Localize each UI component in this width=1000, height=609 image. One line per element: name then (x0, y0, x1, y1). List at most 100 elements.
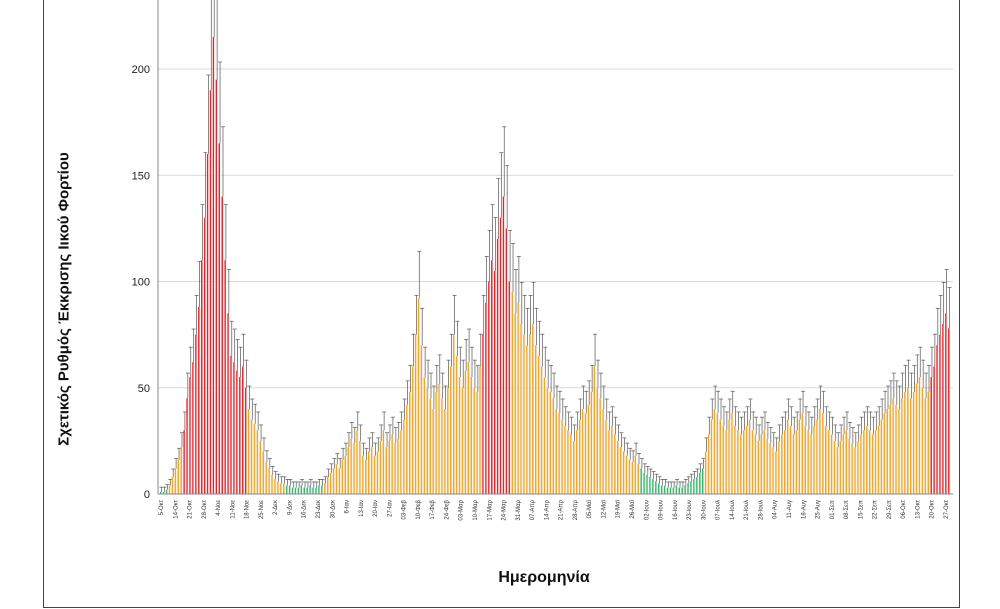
data-bar (889, 381, 893, 494)
data-bar (277, 474, 281, 494)
data-bar (236, 339, 240, 494)
bar-fill (301, 486, 302, 495)
x-tick-label: 13-Ιαν (359, 500, 365, 517)
bar-fill (318, 486, 319, 495)
data-bar (918, 347, 922, 494)
bar-fill (930, 377, 931, 494)
data-bar (183, 412, 187, 494)
data-bar (203, 153, 207, 494)
data-bar (552, 373, 556, 494)
data-bar (288, 479, 292, 494)
bar-pair (692, 483, 693, 494)
bar-pair (569, 432, 570, 494)
data-bar (423, 347, 427, 494)
bar-pair (290, 488, 291, 495)
bar-pair (551, 394, 552, 494)
bar-fill (526, 345, 527, 494)
data-bar (441, 373, 445, 494)
x-tick-label: 12-Μαϊ (601, 499, 607, 518)
bar-fill (444, 409, 445, 494)
bar-fill (848, 439, 849, 494)
bar-fill (268, 469, 269, 495)
data-bar (271, 466, 275, 494)
data-bar (781, 417, 785, 494)
bar-fill (500, 218, 501, 494)
data-bar (300, 479, 304, 494)
bar-fill (764, 430, 765, 494)
bar-pair (868, 428, 869, 494)
bar-pair (364, 458, 365, 494)
x-tick-label: 31-Μαρ (516, 499, 522, 520)
bar-pair (255, 426, 256, 494)
data-bar (719, 399, 723, 494)
bar-pair (662, 488, 663, 495)
data-bar (285, 479, 289, 494)
x-tick-label: 21-Ιουλ (744, 500, 750, 520)
data-bar (842, 417, 846, 494)
x-tick-label: 6-Ιαν (345, 500, 351, 513)
bar-fill (447, 388, 448, 494)
bar-pair (701, 475, 702, 494)
data-bar (411, 334, 415, 494)
bar-pair (217, 82, 218, 494)
bar-fill (547, 388, 548, 494)
bar-fill (251, 420, 252, 494)
data-bar (174, 459, 178, 494)
data-bar (886, 386, 890, 494)
data-bar (643, 464, 647, 494)
data-bar (681, 482, 685, 494)
bar-pair (211, 92, 212, 494)
bar-pair (390, 443, 391, 494)
bar-fill (224, 260, 225, 494)
data-bar (760, 417, 764, 494)
x-tick-label: 26-Μαϊ (630, 499, 636, 518)
bar-pair (771, 445, 772, 494)
bar-pair (293, 490, 294, 494)
bar-fill (872, 435, 873, 495)
bar-pair (387, 449, 388, 494)
data-bar (224, 205, 228, 494)
bar-fill (895, 405, 896, 494)
bar-pair (856, 449, 857, 494)
data-bar (742, 412, 746, 494)
data-bar (362, 443, 366, 494)
data-bar (912, 365, 916, 494)
y-tick-label: 100 (132, 277, 150, 289)
data-bar (854, 433, 858, 494)
x-tick-label: 4-Νοε (216, 500, 222, 516)
bar-pair (636, 458, 637, 494)
bar-pair (572, 437, 573, 495)
data-bar (426, 360, 430, 494)
x-tick-label: 30-Δεκ (330, 499, 336, 518)
data-bar (420, 308, 424, 494)
bar-pair (399, 441, 400, 494)
bar-pair (443, 400, 444, 494)
x-tick-label: 15-Σεπ (858, 500, 864, 519)
bar-pair (326, 485, 327, 494)
data-bar (262, 438, 266, 494)
bar-fill (933, 367, 934, 495)
data-bar (649, 469, 653, 494)
data-bar (432, 386, 436, 494)
bar-fill (254, 424, 255, 494)
bar-pair (536, 347, 537, 494)
bar-pair (929, 394, 930, 494)
data-bar (810, 417, 814, 494)
bar-fill (805, 426, 806, 494)
bar-pair (384, 432, 385, 494)
bar-pair (267, 464, 268, 494)
data-bar (622, 438, 626, 494)
bar-pair (698, 479, 699, 494)
data-bar (672, 482, 676, 494)
bar-pair (188, 400, 189, 494)
bar-pair (826, 428, 827, 494)
data-bar (628, 448, 632, 494)
bar-fill (166, 490, 167, 494)
data-bar (921, 360, 925, 494)
data-bar (449, 334, 453, 494)
x-tick-label: 17-Φεβ (430, 499, 436, 519)
bar-pair (888, 411, 889, 494)
y-axis-label: Σχετικός Ρυθμός Έκκρισης Ιικού Φορτίου (56, 152, 73, 445)
bar-fill (558, 413, 559, 494)
bar-fill (257, 430, 258, 494)
